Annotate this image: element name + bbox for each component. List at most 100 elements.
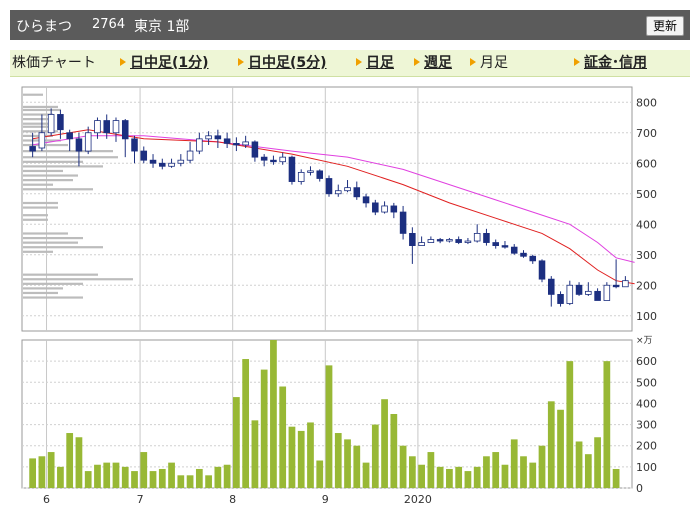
candle-body [334,190,342,195]
volume-profile-bar [23,174,78,177]
volume-bar [233,397,240,488]
candle-body [548,278,555,295]
volume-bar [103,462,111,488]
volume-bar [279,386,287,488]
volume-profile [23,93,133,299]
candle-body [344,187,351,192]
candle-body [409,232,416,246]
candle-body [214,135,222,140]
volume-bar [214,466,222,488]
volume-bar [260,369,268,488]
tab-label[interactable]: 日足 [366,55,394,71]
volume-bar [492,452,500,488]
candle-body [381,205,388,213]
refresh-button[interactable]: 更新 [645,16,684,36]
volume-bar [38,456,46,488]
volume-profile-bar [23,156,118,159]
candle-body [446,239,453,242]
volume-tick-label: 600 [636,355,657,368]
volume-profile-bar [23,246,103,249]
candle-body [38,132,46,149]
volume-bar [288,426,296,488]
price-tick-label: 100 [636,310,657,323]
volume-bar [177,475,185,488]
tab-label[interactable]: 日中足(5分) [248,55,327,71]
chart-tabs: 株価チャート 日中足(1分) 日中足(5分) 日足 週足 月足 証金･信用 [10,50,690,77]
volume-profile-bar [23,206,58,209]
volume-bar [557,409,564,488]
tab-intraday-5min[interactable]: 日中足(5分) [238,54,327,72]
volume-bar [464,471,472,488]
volume-bar [529,462,537,488]
volume-profile-bar [23,201,58,205]
volume-profile-bar [23,108,61,112]
candle-body [131,138,138,152]
volume-profile-bar [23,165,103,168]
volume-bar [501,464,509,488]
volume-bar [121,466,129,488]
candle-body [594,290,601,301]
candle-body [353,187,361,198]
volume-unit-label: ×万 [636,336,653,346]
volume-bar [520,456,527,488]
company-name: ひらまつ [16,19,72,35]
volume-bar [381,399,388,488]
tab-intraday-1min[interactable]: 日中足(1分) [120,54,209,72]
tab-stock-chart: 株価チャート [12,54,96,72]
candle-body [288,156,296,182]
volume-bar [603,361,611,488]
volume-tick-label: 200 [636,440,657,453]
volume-profile-bar [23,125,51,128]
volume-profile-bar [23,113,53,116]
triangle-right-icon [470,58,476,66]
candle-body [168,162,175,167]
candle-body [316,170,324,179]
tab-label[interactable]: 証金･信用 [584,55,647,71]
volume-profile-bar [23,130,58,133]
triangle-right-icon [414,58,420,66]
candle-body [196,138,203,152]
stock-code: 2764 [92,17,126,32]
tab-label[interactable]: 週足 [424,55,452,71]
volume-profile-bar [23,273,98,276]
candle-body [325,178,333,195]
volume-bar [446,468,453,488]
candle-body [205,135,212,140]
candle-body [297,171,305,182]
volume-bar [84,471,92,488]
volume-bar [307,422,314,488]
candle-body [29,146,36,152]
candle-body [260,156,268,161]
x-tick-label: 8 [229,493,236,506]
volume-bar [399,445,407,488]
tab-daily[interactable]: 日足 [356,54,394,72]
candle-body [149,159,157,164]
candle-body [94,120,101,134]
volume-bars [29,340,620,488]
volume-bar [140,452,148,488]
volume-profile-bar [23,241,78,244]
volume-bar [66,433,74,488]
candle-body [103,120,110,134]
tab-weekly[interactable]: 週足 [414,54,452,72]
volume-profile-bar [23,183,53,186]
volume-bar [297,430,305,488]
candle-body [112,120,120,134]
candle-body [427,239,435,243]
candle-body [270,159,277,163]
tab-margin-credit[interactable]: 証金･信用 [574,54,647,72]
volume-bar [418,464,425,488]
volume-profile-bar [23,236,83,240]
volume-profile-bar [23,134,53,137]
volume-profile-bar [23,143,68,147]
candle-body [177,159,185,164]
candle-body [473,232,481,242]
x-tick-label: 7 [137,493,144,506]
candle-body [57,114,64,131]
volume-bar [47,452,55,488]
volume-profile-bar [23,218,48,221]
candle-body [492,242,499,247]
tab-label[interactable]: 日中足(1分) [130,55,209,71]
candle-body [307,170,314,173]
candle-body [233,143,240,146]
